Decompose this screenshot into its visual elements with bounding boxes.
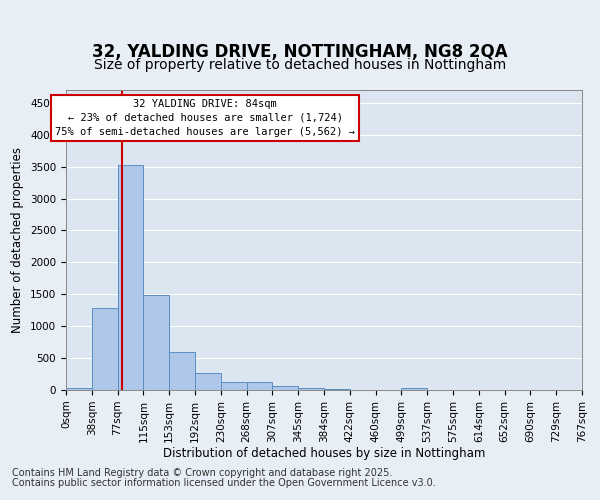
Bar [66, 388, 92, 390]
Bar [169, 352, 195, 390]
Text: 32 YALDING DRIVE: 84sqm
← 23% of detached houses are smaller (1,724)
75% of semi: 32 YALDING DRIVE: 84sqm ← 23% of detache… [55, 99, 355, 137]
Bar [298, 388, 324, 390]
Y-axis label: Number of detached properties: Number of detached properties [11, 147, 25, 333]
X-axis label: Distribution of detached houses by size in Nottingham: Distribution of detached houses by size … [163, 448, 485, 460]
Bar [401, 388, 427, 390]
Bar [143, 295, 169, 390]
Bar [195, 374, 221, 390]
Bar [272, 386, 298, 390]
Bar [118, 164, 143, 390]
Bar [221, 382, 247, 390]
Text: Contains public sector information licensed under the Open Government Licence v3: Contains public sector information licen… [12, 478, 436, 488]
Text: 32, YALDING DRIVE, NOTTINGHAM, NG8 2QA: 32, YALDING DRIVE, NOTTINGHAM, NG8 2QA [92, 44, 508, 62]
Bar [247, 382, 272, 390]
Bar [92, 308, 118, 390]
Text: Contains HM Land Registry data © Crown copyright and database right 2025.: Contains HM Land Registry data © Crown c… [12, 468, 392, 477]
Text: Size of property relative to detached houses in Nottingham: Size of property relative to detached ho… [94, 58, 506, 72]
